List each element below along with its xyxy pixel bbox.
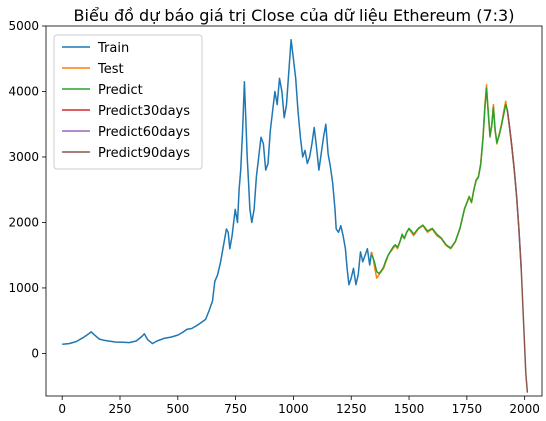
legend-label: Train bbox=[97, 41, 129, 56]
y-tick-label: 0 bbox=[31, 346, 39, 360]
legend-label: Predict90days bbox=[98, 146, 190, 161]
y-tick-label: 3000 bbox=[8, 150, 39, 164]
series-line-2 bbox=[371, 87, 509, 275]
x-tick-label: 1750 bbox=[452, 402, 483, 416]
x-tick-label: 1250 bbox=[336, 402, 367, 416]
legend-label: Predict30days bbox=[98, 104, 190, 119]
x-tick-label: 1500 bbox=[394, 402, 425, 416]
x-tick-label: 750 bbox=[224, 402, 247, 416]
y-tick-label: 4000 bbox=[8, 84, 39, 98]
legend-box bbox=[53, 34, 203, 170]
y-tick-label: 2000 bbox=[8, 215, 39, 229]
x-tick-label: 0 bbox=[58, 402, 66, 416]
x-tick-label: 250 bbox=[109, 402, 132, 416]
plot-frame bbox=[45, 25, 543, 397]
legend: Train Test Predict Predict30days Predict60da… bbox=[53, 34, 203, 170]
legend-label: Predict60days bbox=[98, 125, 190, 140]
y-tick-label: 1000 bbox=[8, 281, 39, 295]
x-tick-label: 2000 bbox=[509, 402, 540, 416]
legend-label: Test bbox=[97, 62, 124, 77]
legend-label: Predict bbox=[98, 83, 143, 98]
chart-title: Biểu đồ dự báo giá trị Close của dữ liệu… bbox=[74, 6, 515, 25]
x-tick-label: 500 bbox=[166, 402, 189, 416]
y-tick-label: 5000 bbox=[8, 19, 39, 33]
series-line-5 bbox=[506, 109, 529, 393]
x-tick-label: 1000 bbox=[278, 402, 309, 416]
series-layer bbox=[62, 39, 529, 393]
series-line-0 bbox=[62, 39, 373, 346]
y-axis: 0 1000 2000 3000 4000 5000 bbox=[8, 19, 46, 360]
x-axis: 0 250 500 750 1000 1250 1500 1750 2000 bbox=[58, 396, 540, 416]
plot-area bbox=[45, 25, 543, 397]
